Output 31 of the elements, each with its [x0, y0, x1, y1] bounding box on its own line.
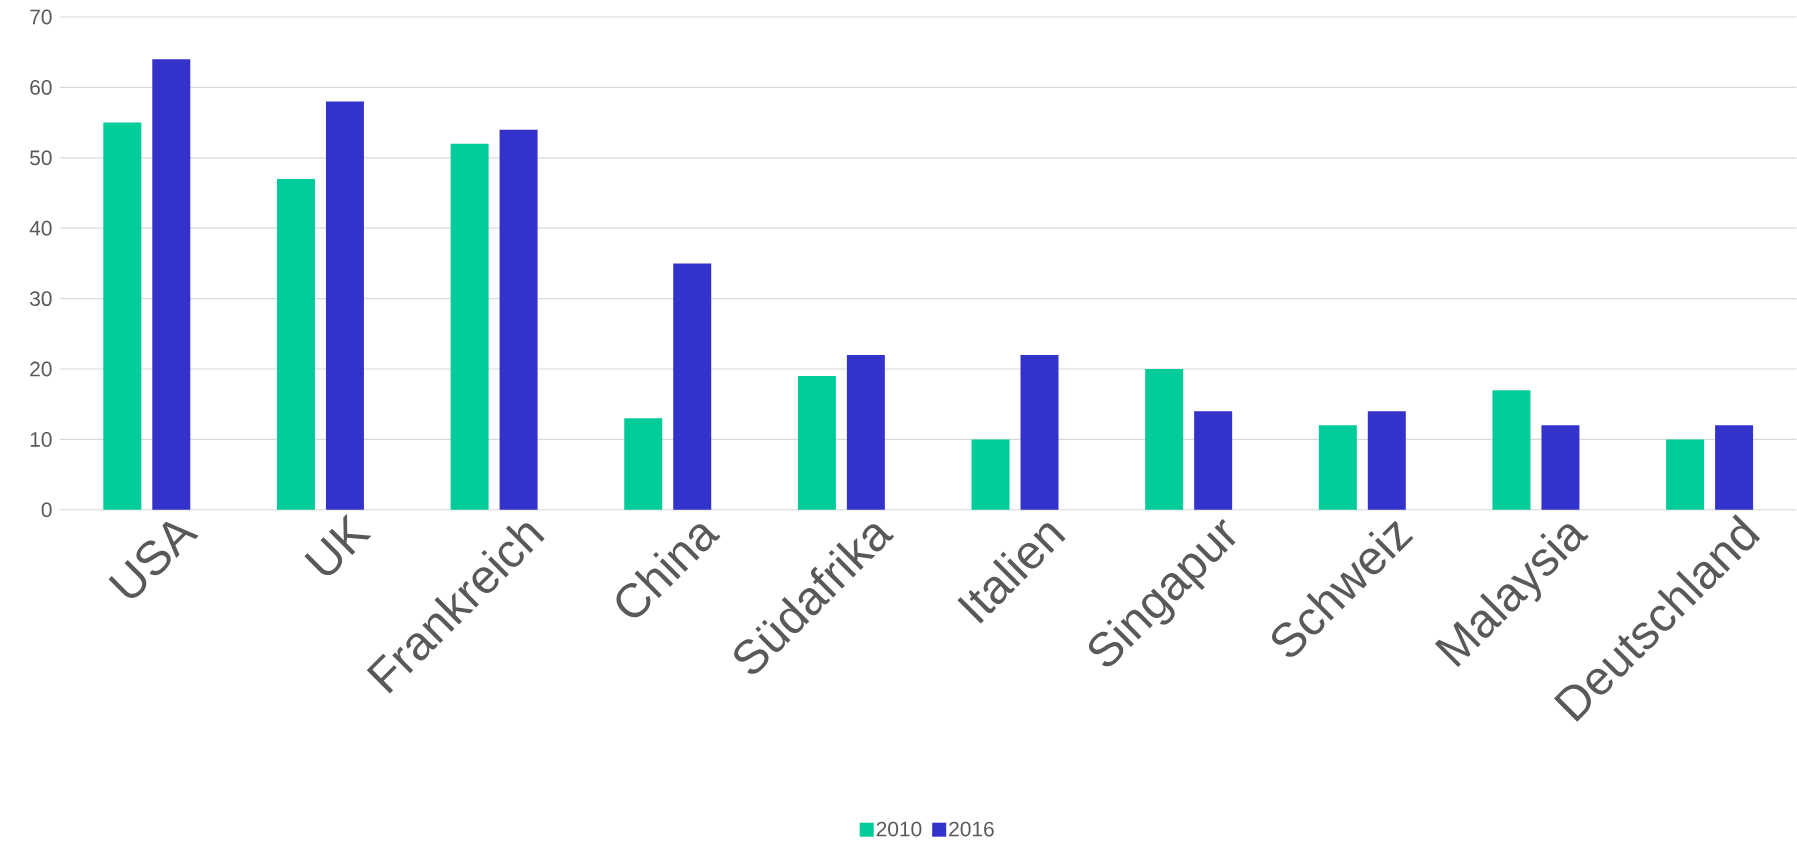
y-tick-label: 10 [30, 432, 52, 447]
bar [276, 179, 315, 510]
y-tick-label: 40 [29, 220, 52, 236]
bar [1715, 425, 1754, 510]
bar [624, 418, 663, 510]
legend-label: 2016 [949, 821, 994, 837]
y-tick-label: 0 [41, 502, 52, 518]
bar [971, 439, 1010, 510]
bar [103, 122, 142, 510]
y-tick-label: 60 [30, 80, 52, 95]
bar [1020, 355, 1059, 510]
bar [846, 355, 885, 510]
bar [1492, 390, 1531, 510]
bar [450, 143, 489, 510]
y-tick-label: 30 [30, 291, 52, 307]
y-tick-label: 70 [30, 9, 52, 25]
y-tick-label: 20 [30, 361, 52, 377]
bar [1541, 425, 1580, 510]
bar [797, 376, 836, 510]
bar [325, 101, 364, 510]
bar [673, 263, 712, 510]
y-tick-label: 50 [30, 150, 52, 166]
bar [1194, 411, 1233, 510]
bar [499, 129, 538, 510]
bar [1318, 425, 1357, 510]
legend-label: 2010 [876, 821, 922, 837]
bar [1367, 411, 1406, 510]
x-tick-label: USA [108, 521, 199, 599]
bar [1145, 369, 1184, 510]
bar [152, 59, 191, 510]
bar [1666, 439, 1705, 510]
